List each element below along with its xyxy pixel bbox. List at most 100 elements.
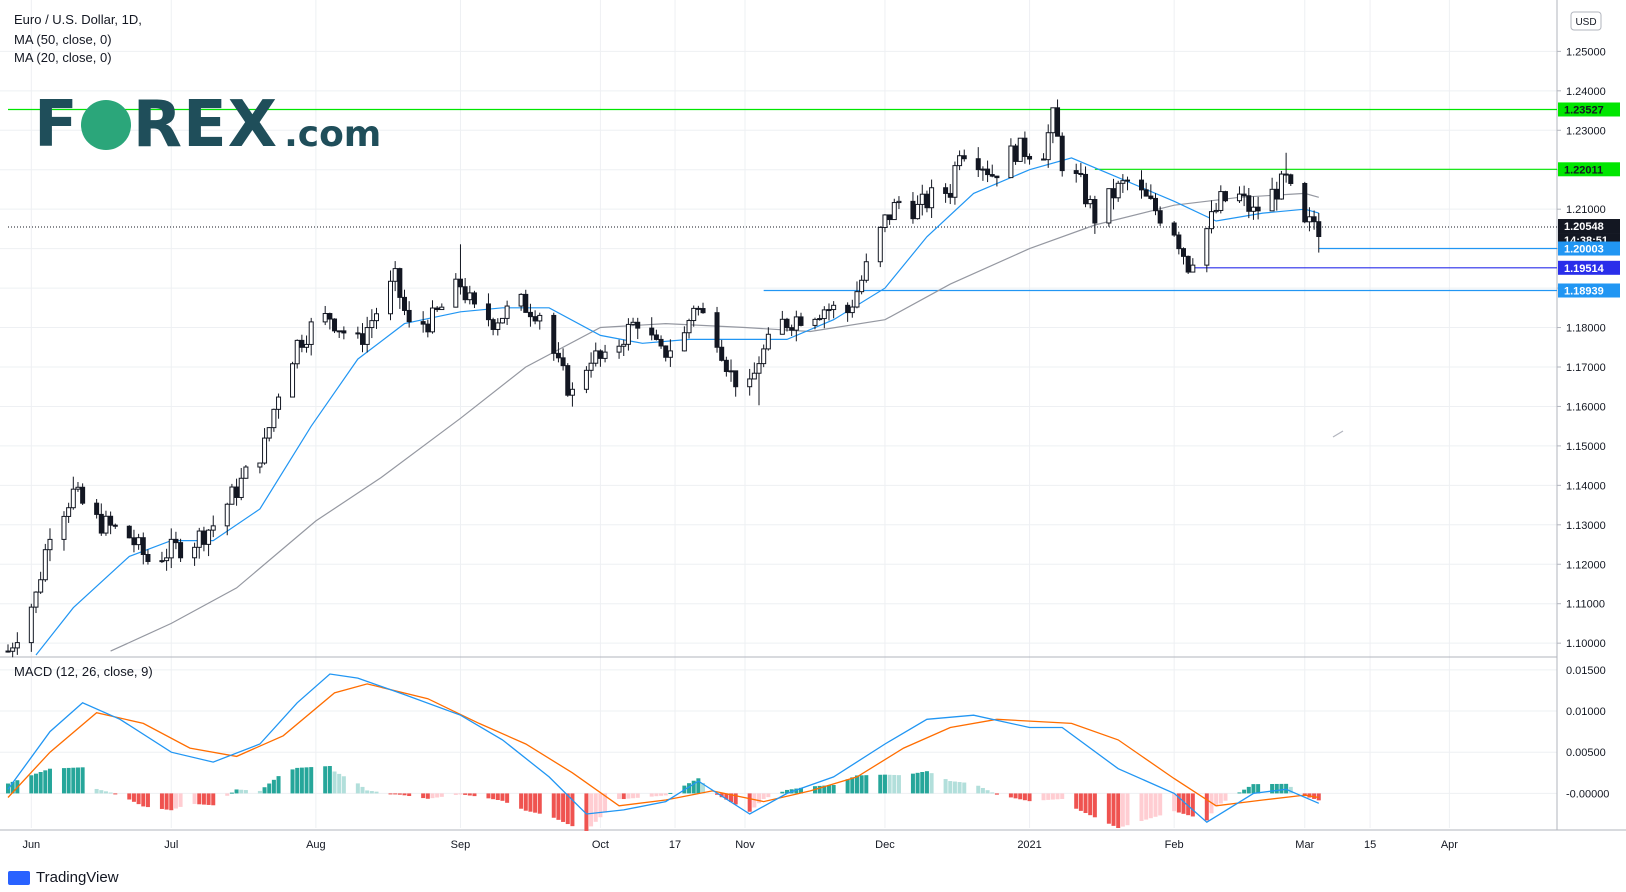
time-tick-label: Feb bbox=[1165, 839, 1184, 851]
macd-histogram-bar bbox=[1242, 789, 1247, 794]
candle-body bbox=[1213, 209, 1219, 213]
price-axis[interactable]: 1.250001.240001.230001.220001.210001.200… bbox=[1557, 46, 1606, 650]
time-axis[interactable]: Jun Jul Aug Sep Oct 17 Nov Dec 2021 Feb Mar 15 Apr bbox=[22, 839, 1458, 851]
macd-histogram-bar bbox=[1256, 784, 1261, 794]
candle-body bbox=[1185, 255, 1191, 273]
macd-histogram-bar bbox=[929, 773, 934, 794]
time-tick-label: Sep bbox=[451, 839, 471, 851]
candle-body bbox=[229, 486, 235, 505]
candle-body bbox=[1022, 137, 1028, 157]
macd-histogram-bar bbox=[505, 793, 510, 803]
candle-body bbox=[10, 647, 16, 652]
macd-axis[interactable]: 0.01500 0.01000 0.00500 -0.00000 bbox=[1566, 665, 1609, 801]
macd-histogram-bar bbox=[659, 793, 664, 796]
macd-histogram-bar bbox=[794, 788, 799, 794]
ma20-line bbox=[35, 157, 1319, 656]
macd-histogram-bar bbox=[854, 775, 859, 794]
candle-body bbox=[499, 317, 505, 324]
candle-body bbox=[495, 322, 501, 330]
macd-histogram-bar bbox=[1274, 783, 1279, 794]
macd-histogram-bar bbox=[617, 793, 622, 799]
macd-histogram-bar bbox=[924, 771, 929, 794]
candle-body bbox=[1255, 206, 1261, 212]
price-tick-label: 1.23000 bbox=[1566, 125, 1606, 137]
candle-body bbox=[957, 155, 963, 167]
macd-histogram-bar bbox=[1139, 793, 1144, 821]
macd-histogram-bar bbox=[243, 790, 248, 794]
macd-histogram-bar bbox=[43, 770, 48, 794]
candle-body bbox=[420, 321, 426, 325]
macd-tick-label: 0.01000 bbox=[1566, 706, 1606, 718]
time-tick-label: Apr bbox=[1441, 839, 1458, 851]
price-tick-label: 1.16000 bbox=[1566, 401, 1606, 413]
candle-body bbox=[817, 318, 823, 321]
candle-body bbox=[658, 338, 664, 347]
macd-histogram-bar bbox=[397, 793, 402, 795]
macd-histogram-bar bbox=[234, 789, 239, 794]
candle-body bbox=[910, 200, 916, 220]
macd-histogram-bar bbox=[211, 793, 216, 806]
macd-histogram-bar bbox=[365, 790, 370, 794]
candle-body bbox=[196, 530, 202, 548]
candle-body bbox=[784, 318, 790, 329]
macd-histogram-bar bbox=[197, 793, 202, 805]
candle-body bbox=[789, 327, 795, 331]
currency-badge-bg[interactable] bbox=[1570, 11, 1602, 31]
legend-title: Euro / U.S. Dollar, 1D, bbox=[14, 12, 142, 27]
candle-body bbox=[1302, 182, 1308, 223]
macd-histogram-bar bbox=[976, 785, 981, 794]
price-tag-bg bbox=[1558, 241, 1620, 256]
horizontal-levels[interactable] bbox=[8, 108, 1557, 292]
price-tick-label: 1.11000 bbox=[1566, 599, 1605, 611]
candle-body bbox=[560, 357, 566, 367]
candle-body bbox=[98, 513, 104, 534]
price-tag-bg bbox=[1558, 283, 1620, 298]
price-tick-label: 1.18000 bbox=[1566, 323, 1606, 335]
candle-body bbox=[322, 313, 328, 323]
currency-badge[interactable]: USD bbox=[1575, 17, 1596, 28]
drawing-line[interactable] bbox=[1332, 430, 1344, 438]
macd-histogram-bar bbox=[257, 790, 262, 794]
logo-text-right: REX bbox=[132, 88, 279, 162]
candle-body bbox=[112, 524, 118, 527]
macd-histogram-bar bbox=[309, 767, 314, 794]
macd-histogram-bar bbox=[430, 793, 435, 799]
macd-histogram-bar bbox=[127, 793, 132, 800]
candle-body bbox=[471, 292, 477, 305]
macd-histogram-bar bbox=[565, 793, 570, 825]
candle-body bbox=[173, 538, 179, 544]
candle-body bbox=[61, 515, 67, 540]
macd-histogram-bar bbox=[752, 793, 757, 808]
price-tags: 1.235271.220111.2054814:38:511.200031.19… bbox=[1558, 102, 1620, 298]
candle-body bbox=[332, 318, 338, 332]
macd-histogram-bar bbox=[80, 767, 85, 794]
candle-body bbox=[75, 486, 81, 490]
candle-body bbox=[1115, 182, 1121, 199]
price-tick-label: 1.21000 bbox=[1566, 204, 1606, 216]
logo-text-left: F bbox=[34, 88, 79, 162]
macd-histogram-bar bbox=[621, 793, 626, 800]
candle-body bbox=[1120, 180, 1126, 184]
candle-body bbox=[728, 370, 734, 373]
candlestick-series[interactable] bbox=[5, 99, 1322, 658]
price-tick-label: 1.13000 bbox=[1566, 520, 1606, 532]
price-tick-label: 1.12000 bbox=[1566, 559, 1606, 571]
candle-body bbox=[630, 321, 636, 325]
macd-histogram-bar bbox=[668, 792, 673, 794]
candle-body bbox=[201, 530, 207, 545]
candle-body bbox=[374, 313, 380, 322]
macd-histogram-bar bbox=[570, 793, 575, 827]
macd-histogram-bar bbox=[556, 793, 561, 820]
candle-body bbox=[1078, 172, 1084, 175]
candle-body bbox=[1157, 210, 1163, 224]
macd-histogram-bar bbox=[1251, 784, 1256, 794]
macd-histogram-bar bbox=[495, 793, 500, 800]
candle-body bbox=[490, 319, 496, 330]
macd-histogram-bar bbox=[920, 772, 925, 794]
candle-body bbox=[887, 214, 893, 221]
footer-brand[interactable]: TradingView bbox=[8, 869, 119, 886]
macd-histogram-bar bbox=[724, 793, 729, 800]
macd-histogram-bar bbox=[61, 768, 66, 794]
candle-body bbox=[5, 650, 11, 653]
